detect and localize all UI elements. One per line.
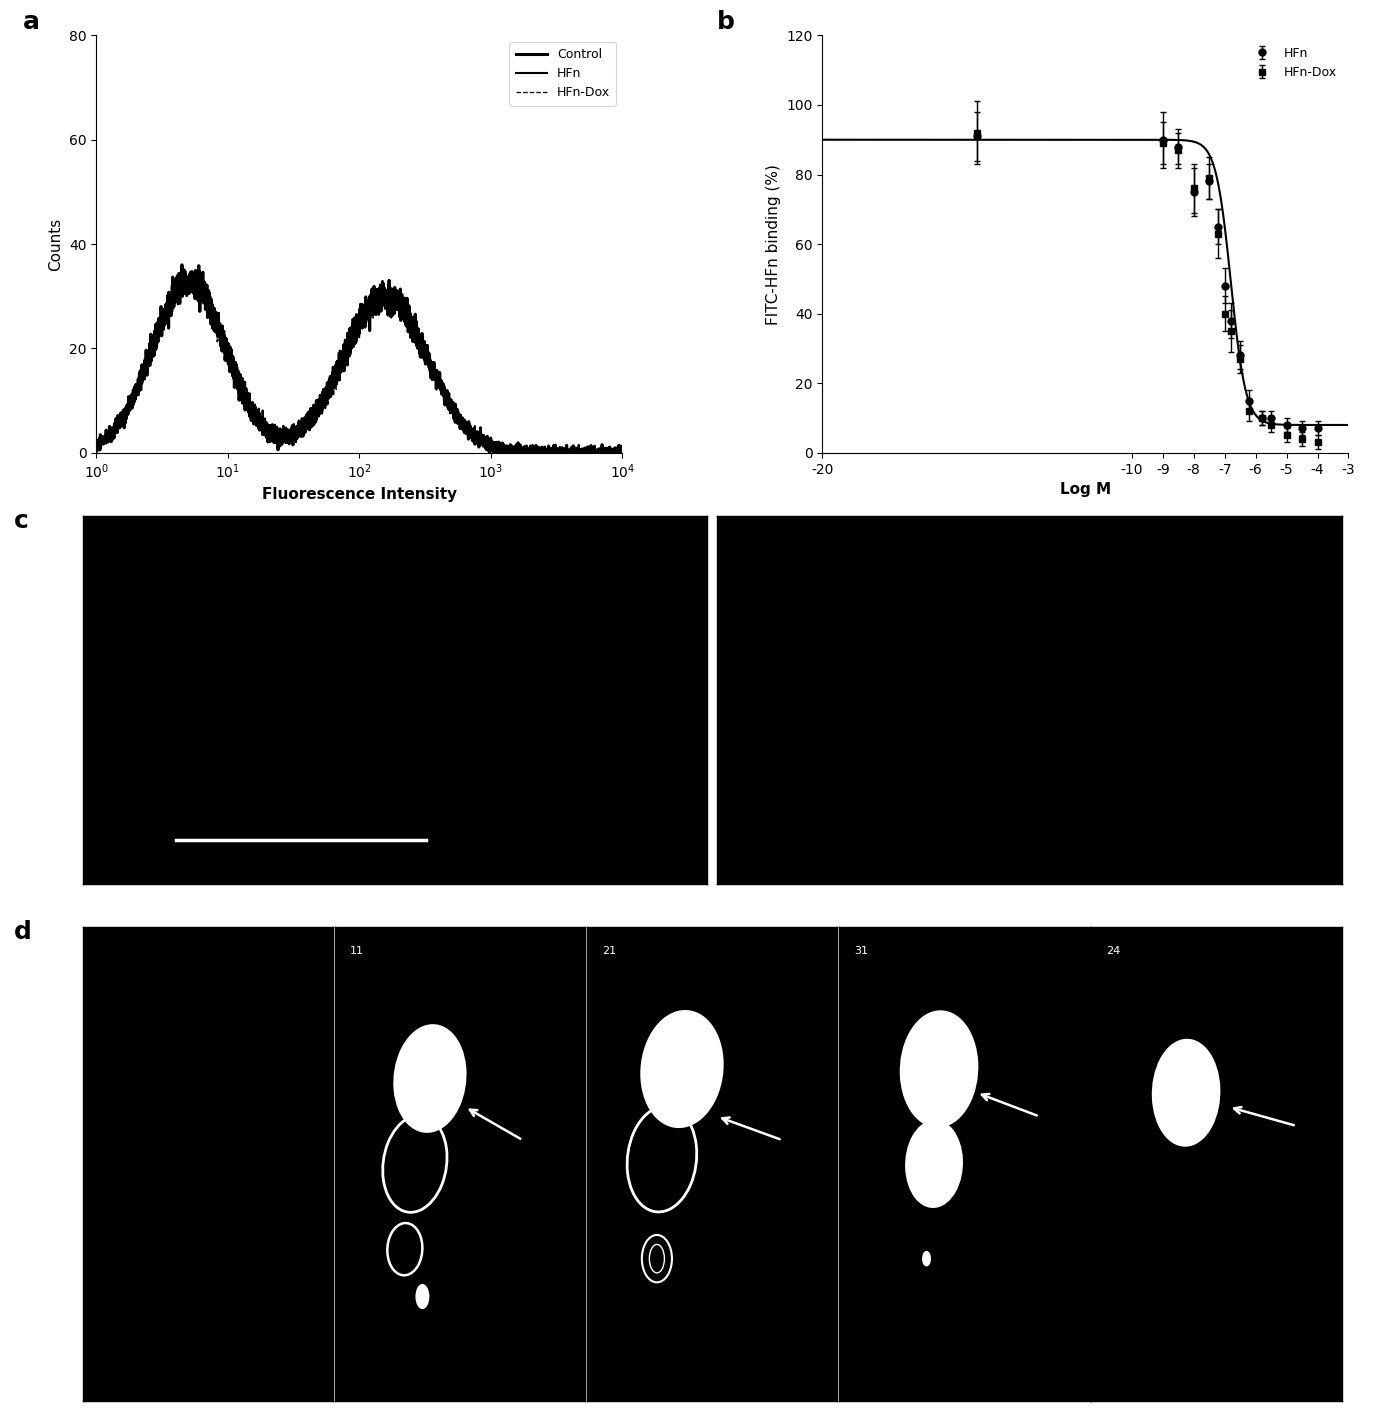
Line: HFn: HFn [96,273,622,453]
Ellipse shape [907,1121,962,1207]
Text: a: a [22,10,40,34]
Control [548,441,564,458]
HFn [88,436,105,453]
HFn [184,265,201,282]
Y-axis label: FITC-HFn binding (%): FITC-HFn binding (%) [765,164,780,324]
HFn-Dox [614,444,630,461]
HFn-Dox [312,400,329,417]
Text: 24: 24 [1106,945,1120,955]
Control [179,270,195,287]
Control [290,424,307,441]
Control [604,444,621,461]
HFn-Dox [179,276,195,293]
HFn-Dox [290,429,307,446]
Line: Control: Control [96,265,622,453]
Control [312,402,329,419]
HFn [312,392,329,409]
Control [88,432,105,449]
HFn-Dox [495,444,512,461]
HFn-Dox [548,444,564,461]
Legend: Control, HFn, HFn-Dox: Control, HFn, HFn-Dox [509,41,616,106]
Y-axis label: Counts: Counts [48,218,63,270]
HFn [179,270,195,287]
HFn-Dox [149,328,165,345]
Ellipse shape [643,1012,722,1126]
Text: b: b [717,10,735,34]
Ellipse shape [901,1012,977,1126]
HFn-Dox [179,272,195,289]
Ellipse shape [1153,1040,1219,1145]
X-axis label: Fluorescence Intensity: Fluorescence Intensity [261,487,457,502]
Control [486,444,502,461]
Text: d: d [14,920,32,944]
HFn [149,340,165,357]
Circle shape [923,1251,930,1266]
Control [173,256,190,273]
HFn [548,444,564,461]
HFn [494,444,510,461]
Text: c: c [14,509,29,533]
Legend: HFn, HFn-Dox: HFn, HFn-Dox [1244,41,1342,83]
HFn-Dox [88,434,105,451]
X-axis label: Log M: Log M [1060,483,1110,497]
HFn-Dox [604,444,621,461]
Circle shape [416,1285,429,1309]
Ellipse shape [395,1026,465,1131]
HFn [604,444,621,461]
HFn [614,443,630,460]
Text: 21: 21 [601,945,616,955]
Control [149,328,165,345]
Line: HFn-Dox: HFn-Dox [96,280,622,453]
HFn [290,426,307,443]
Text: 31: 31 [853,945,868,955]
Control [614,440,630,457]
Text: 11: 11 [350,945,363,955]
